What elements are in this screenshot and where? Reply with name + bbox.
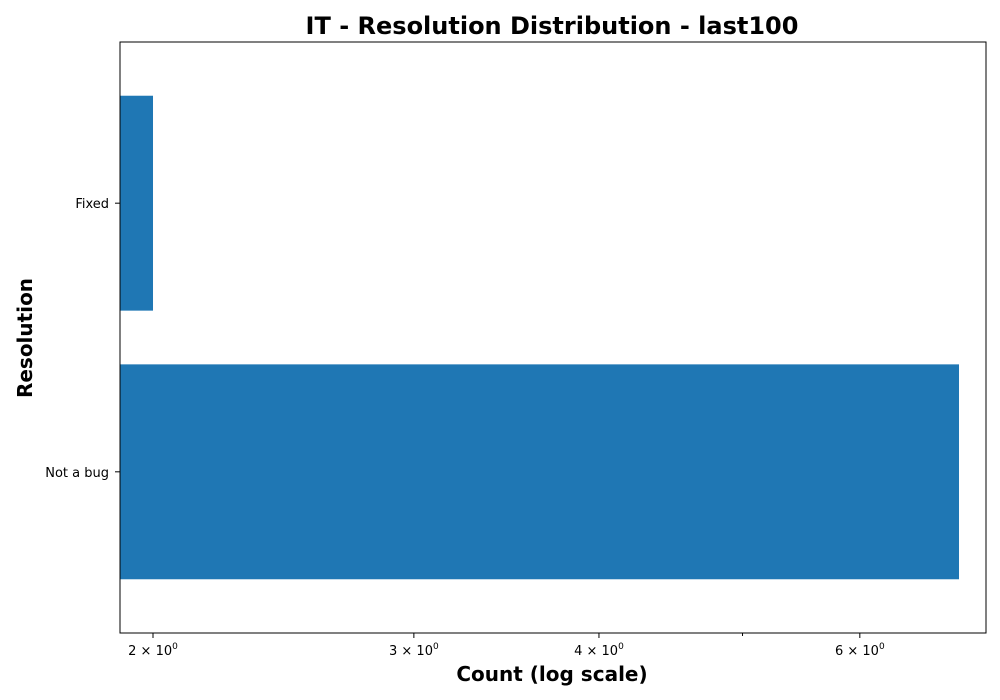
plot-frame <box>119 41 987 634</box>
y-axis-ticks: Fixed Not a bug <box>45 197 120 481</box>
x-tick-label: 2 × 100 <box>128 642 178 659</box>
x-tick-label: 4 × 100 <box>574 642 624 659</box>
x-tick-label: 6 × 100 <box>835 642 885 659</box>
x-axis-label: Count (log scale) <box>456 662 647 686</box>
y-tick-label: Not a bug <box>45 466 109 481</box>
x-axis-ticks: 2 × 100 3 × 100 4 × 100 6 × 100 <box>128 633 885 659</box>
x-tick-label: 3 × 100 <box>389 642 439 659</box>
bars-group <box>120 95 960 580</box>
chart-title: IT - Resolution Distribution - last100 <box>306 12 799 40</box>
bar-fixed <box>120 95 154 311</box>
y-axis-label: Resolution <box>13 278 37 398</box>
bar-not-a-bug <box>120 364 960 580</box>
y-tick-label: Fixed <box>75 197 109 212</box>
